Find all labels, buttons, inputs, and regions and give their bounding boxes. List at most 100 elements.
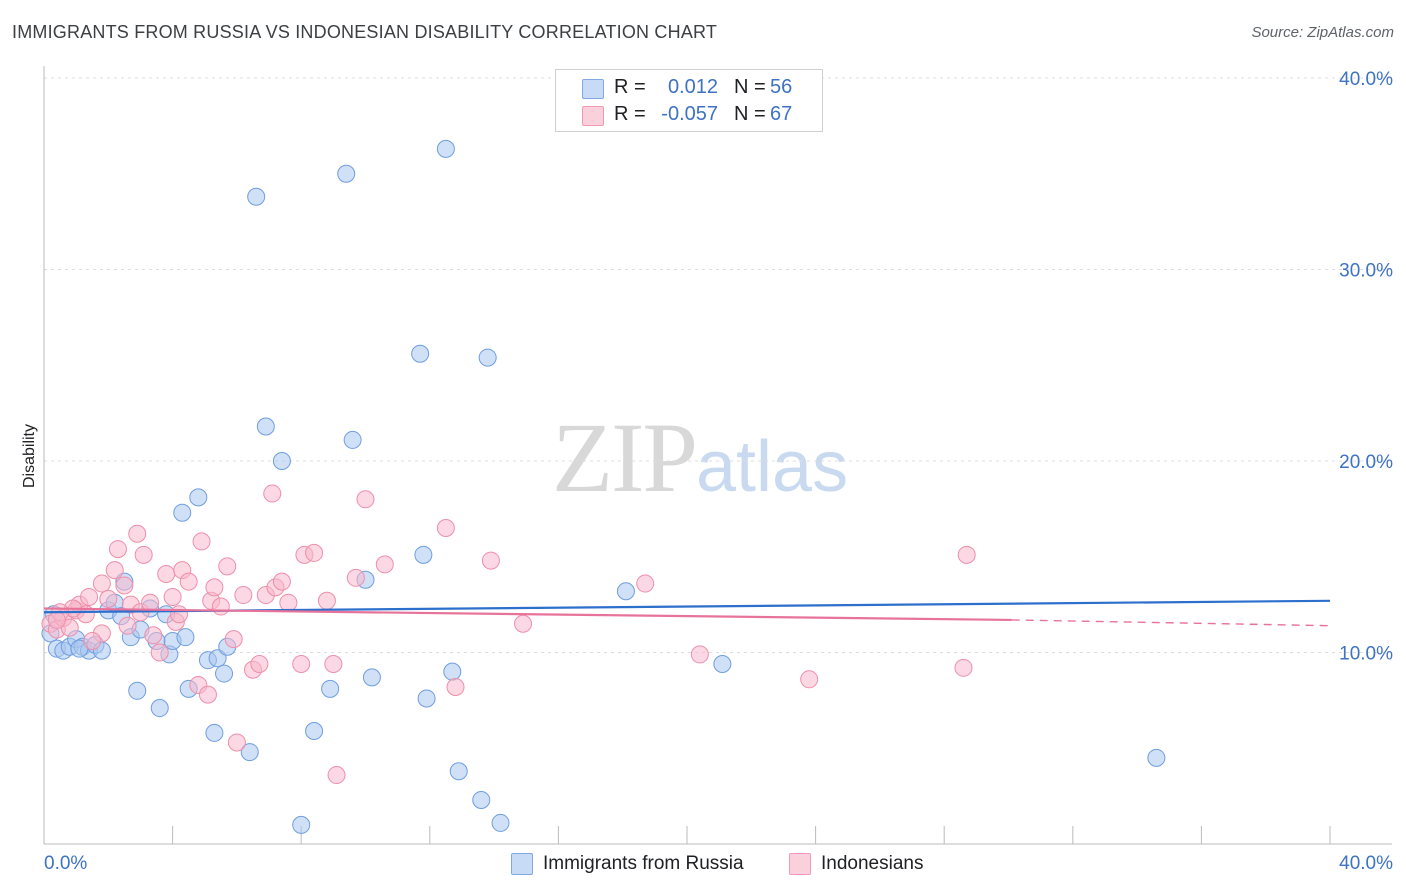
- point-russia: [337, 164, 356, 183]
- point-indonesians: [279, 593, 298, 612]
- legend-n-label: N =: [734, 103, 766, 125]
- point-indonesians: [375, 555, 394, 574]
- point-indonesians: [115, 576, 134, 595]
- trend-line-indonesians-extrapolated: [1011, 619, 1331, 627]
- legend-r-value: -0.057: [661, 103, 718, 125]
- point-indonesians: [481, 551, 500, 570]
- point-russia: [247, 187, 266, 206]
- point-russia: [343, 430, 362, 449]
- point-indonesians: [80, 587, 99, 606]
- legend-r-label: R =: [614, 76, 646, 98]
- point-indonesians: [263, 484, 282, 503]
- grid-lines: [44, 77, 1392, 653]
- point-russia: [150, 699, 169, 718]
- axes: [43, 66, 1392, 845]
- point-indonesians: [118, 616, 137, 635]
- tick-labels: 10.0% 20.0% 30.0% 40.0% 0.0% 40.0%: [44, 69, 1393, 874]
- point-russia: [205, 723, 224, 742]
- point-russia: [272, 452, 291, 470]
- point-indonesians: [800, 670, 819, 689]
- y-tick-label: 10.0%: [1339, 644, 1393, 665]
- point-indonesians: [99, 589, 118, 608]
- point-indonesians: [47, 610, 66, 629]
- point-russia: [176, 628, 195, 647]
- point-indonesians: [954, 658, 973, 677]
- watermark: ZIPatlas: [552, 400, 848, 515]
- legend-row-indonesians: R = -0.057 N = 67: [556, 101, 822, 127]
- x-tick-label: 0.0%: [44, 853, 87, 874]
- point-indonesians: [227, 733, 246, 752]
- point-russia: [472, 790, 491, 809]
- point-russia: [436, 139, 455, 158]
- stats-legend: R = 0.012 N = 56 R = -0.057 N = 67: [555, 69, 823, 132]
- point-russia: [417, 689, 436, 708]
- legend-n-value: 67: [770, 103, 793, 125]
- point-indonesians: [170, 605, 189, 624]
- point-russia: [321, 679, 340, 698]
- point-indonesians: [292, 654, 311, 673]
- y-tick-label: 30.0%: [1339, 261, 1393, 282]
- point-russia: [128, 681, 147, 700]
- point-indonesians: [198, 685, 217, 704]
- series-swatch-russia: [511, 853, 533, 875]
- watermark-atlas: atlas: [696, 427, 849, 507]
- series-label-russia: Immigrants from Russia: [543, 853, 744, 874]
- data-points: [41, 139, 1166, 834]
- legend-n-label: N =: [734, 76, 766, 98]
- legend-row-russia: R = 0.012 N = 56: [556, 74, 822, 100]
- point-indonesians: [514, 614, 533, 633]
- series-label-indonesians: Indonesians: [821, 853, 924, 874]
- point-indonesians: [128, 524, 147, 543]
- point-russia: [713, 654, 732, 673]
- point-russia: [292, 815, 311, 834]
- point-russia: [189, 488, 208, 507]
- point-indonesians: [446, 677, 465, 696]
- point-russia: [411, 344, 430, 363]
- y-tick-label: 20.0%: [1339, 452, 1393, 473]
- point-indonesians: [346, 568, 365, 587]
- point-indonesians: [327, 766, 346, 785]
- point-indonesians: [218, 557, 237, 576]
- point-indonesians: [224, 630, 243, 649]
- point-indonesians: [179, 572, 198, 591]
- legend-swatch-indonesians: [582, 106, 604, 126]
- series-legend-russia: Immigrants from Russia: [511, 852, 771, 876]
- trend-lines: [43, 599, 1331, 627]
- point-indonesians: [92, 574, 111, 593]
- point-russia: [240, 743, 259, 762]
- point-russia: [478, 348, 497, 367]
- point-russia: [305, 722, 324, 741]
- series-swatch-indonesians: [789, 853, 811, 875]
- point-indonesians: [272, 572, 291, 591]
- point-indonesians: [105, 561, 124, 580]
- point-indonesians: [83, 632, 102, 651]
- point-indonesians: [205, 578, 224, 597]
- point-indonesians: [957, 545, 976, 564]
- point-indonesians: [211, 597, 230, 616]
- point-russia: [362, 668, 381, 687]
- point-indonesians: [134, 545, 153, 564]
- legend-swatch-russia: [582, 79, 604, 99]
- series-legend-indonesians: Indonesians: [789, 852, 949, 876]
- legend-n-value: 56: [770, 76, 793, 98]
- point-indonesians: [305, 543, 324, 562]
- trend-line-indonesians: [43, 607, 1012, 622]
- point-russia: [173, 503, 192, 522]
- point-russia: [414, 545, 433, 564]
- x-tick-label: 40.0%: [1339, 853, 1393, 874]
- point-indonesians: [436, 519, 455, 538]
- point-russia: [491, 813, 510, 832]
- point-indonesians: [317, 591, 336, 610]
- chart-title: IMMIGRANTS FROM RUSSIA VS INDONESIAN DIS…: [12, 22, 718, 42]
- y-tick-label: 40.0%: [1339, 69, 1393, 90]
- point-indonesians: [250, 654, 269, 673]
- point-russia: [1147, 748, 1166, 767]
- legend-r-value: 0.012: [667, 76, 718, 98]
- legend-r-label: R =: [614, 103, 646, 125]
- point-russia: [449, 762, 468, 781]
- point-indonesians: [150, 643, 169, 662]
- watermark-zip: ZIP: [552, 402, 698, 513]
- source-label: Source: ZipAtlas.com: [1251, 24, 1394, 41]
- point-indonesians: [356, 490, 375, 509]
